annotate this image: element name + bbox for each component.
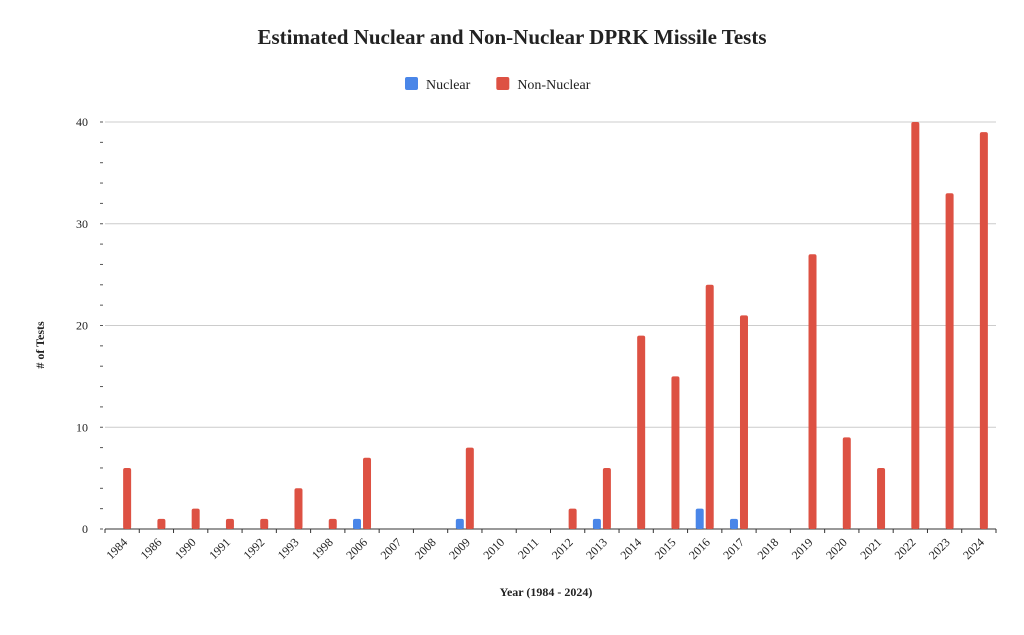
x-tick-label: 1990	[172, 535, 199, 562]
x-tick-label: 2012	[549, 535, 576, 562]
legend-swatch	[405, 77, 418, 90]
y-tick-label: 40	[76, 115, 88, 129]
y-tick-label: 0	[82, 522, 88, 536]
bar	[739, 315, 748, 529]
bar	[353, 518, 362, 529]
bar	[260, 518, 269, 529]
x-tick-label: 1991	[206, 535, 233, 562]
x-tick-label: 1984	[103, 535, 130, 562]
x-tick-label: 2016	[686, 535, 713, 562]
x-tick-label: 2014	[617, 535, 644, 562]
legend-swatch	[496, 77, 510, 90]
bar	[705, 284, 714, 529]
bar	[123, 467, 132, 529]
bar	[465, 447, 474, 529]
bar	[637, 335, 646, 529]
legend: Nuclear Non-Nuclear	[405, 77, 591, 93]
bar	[911, 122, 920, 529]
legend-label: Non-Nuclear	[517, 78, 590, 93]
chart-title: Estimated Nuclear and Non-Nuclear DPRK M…	[257, 25, 766, 49]
bar	[191, 508, 200, 529]
bar	[225, 518, 234, 529]
y-tick-label: 20	[76, 319, 88, 333]
x-tick-label: 2024	[960, 535, 987, 562]
x-tick-label: 2021	[857, 535, 884, 562]
x-tick-label: 2015	[652, 535, 679, 562]
x-tick-label: 2019	[789, 535, 816, 562]
x-tick-label: 1998	[309, 535, 336, 562]
x-axis-label: Year (1984 - 2024)	[500, 585, 593, 599]
bar	[671, 376, 680, 529]
bar	[877, 467, 886, 529]
x-tick-label: 2007	[378, 535, 405, 562]
x-tick-label: 2008	[412, 535, 439, 562]
bar	[328, 518, 337, 529]
bar	[157, 518, 166, 529]
bar	[979, 132, 988, 530]
y-tick-label: 30	[76, 217, 88, 231]
x-tick-label: 2023	[926, 535, 953, 562]
bar	[808, 254, 817, 529]
x-tick-label: 2020	[823, 535, 850, 562]
bar	[729, 518, 738, 529]
x-tick-label: 1993	[275, 535, 302, 562]
x-tick-label: 2018	[755, 535, 782, 562]
x-tick-label: 2022	[892, 535, 919, 562]
x-tick-label: 1992	[240, 535, 267, 562]
x-tick-label: 2013	[583, 535, 610, 562]
legend-label: Nuclear	[426, 78, 471, 93]
bar	[592, 518, 601, 529]
x-tick-label: 2010	[480, 535, 507, 562]
x-tick-label: 2009	[446, 535, 473, 562]
x-tick-label: 2017	[720, 535, 747, 562]
bar	[602, 467, 611, 529]
bar	[568, 508, 577, 529]
bar	[945, 193, 954, 529]
bar	[455, 518, 464, 529]
y-tick-label: 10	[76, 420, 88, 434]
bar	[842, 437, 851, 529]
bar	[363, 457, 372, 529]
y-axis-label: # of Tests	[33, 321, 47, 369]
x-tick-label: 2011	[515, 535, 542, 562]
bar	[695, 508, 704, 529]
x-tick-label: 2006	[343, 535, 370, 562]
bar	[294, 488, 303, 529]
x-tick-label: 1986	[138, 535, 165, 562]
